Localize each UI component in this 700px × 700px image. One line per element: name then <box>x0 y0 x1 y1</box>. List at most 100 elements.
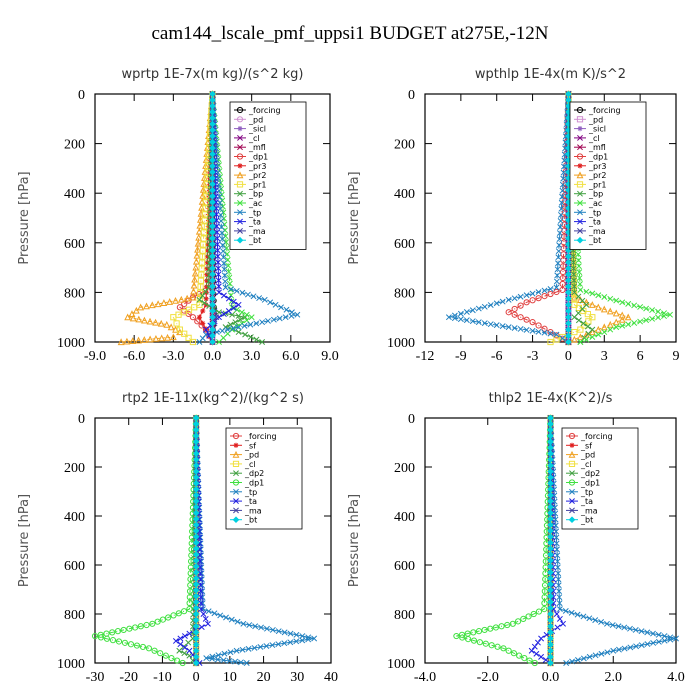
data-point <box>556 236 563 243</box>
data-point <box>557 224 564 230</box>
data-point <box>198 624 205 631</box>
legend: _forcing_pd_sicl_cl_mfl_dp1_pr3_pr2_pr1_… <box>229 101 307 250</box>
legend-label: _bp <box>588 190 603 199</box>
legend-marker <box>577 209 583 216</box>
data-point <box>293 631 300 638</box>
data-point <box>547 420 554 428</box>
data-point <box>216 289 222 296</box>
data-point <box>192 527 200 535</box>
data-point <box>203 187 210 194</box>
data-point <box>192 563 200 570</box>
data-point <box>541 287 548 294</box>
data-point <box>176 326 183 333</box>
panel-2: wpthlp 1E-4x(m K)/s^2 Pressure [hPa] -12 -9… <box>347 67 680 364</box>
data-point <box>206 205 212 212</box>
data-point <box>560 620 567 627</box>
data-point <box>547 629 554 636</box>
data-point <box>547 438 554 446</box>
data-point <box>216 339 222 345</box>
legend-marker <box>237 163 243 169</box>
data-point <box>253 336 260 343</box>
data-point <box>547 659 554 667</box>
legend-label: _pr2 <box>248 171 266 180</box>
data-point <box>192 420 200 428</box>
data-point <box>565 283 572 290</box>
data-point <box>170 314 177 321</box>
data-point <box>214 235 221 242</box>
legend-label: _forcing <box>244 432 277 441</box>
data-point <box>562 607 569 614</box>
legend-marker <box>237 134 243 141</box>
data-point <box>547 450 554 457</box>
legend-label: _sf <box>244 441 256 450</box>
y-tick-label: 800 <box>64 608 85 623</box>
legend-marker <box>236 236 244 244</box>
data-point <box>305 636 312 643</box>
data-point <box>251 644 258 651</box>
data-point <box>200 320 206 326</box>
data-point <box>197 588 204 595</box>
data-point <box>219 327 226 334</box>
data-point <box>132 306 140 314</box>
data-point <box>209 289 216 296</box>
data-point <box>553 288 560 296</box>
data-point <box>661 637 668 644</box>
data-point <box>547 610 554 618</box>
x-tick-label: 2.0 <box>605 670 623 685</box>
data-point <box>196 314 203 320</box>
data-point <box>627 625 633 632</box>
legend-label: _pr3 <box>248 162 266 171</box>
data-point <box>555 260 561 267</box>
legend-marker <box>576 153 584 160</box>
data-point <box>601 294 608 300</box>
x-tick-label: 20 <box>257 670 271 685</box>
data-point <box>120 626 127 634</box>
data-point <box>553 336 560 343</box>
legend-label: _sicl <box>588 125 606 134</box>
legend-label: _ta <box>588 218 601 227</box>
data-point <box>209 162 216 170</box>
data-point <box>209 253 216 260</box>
legend-label: _pr3 <box>588 162 606 171</box>
legend-label: _cl <box>580 460 592 469</box>
data-point <box>606 320 614 328</box>
data-point <box>547 539 554 547</box>
data-point <box>218 230 225 236</box>
legend-label: _dp1 <box>580 479 600 488</box>
data-point <box>160 299 168 306</box>
data-point <box>535 295 542 302</box>
data-point <box>481 626 488 634</box>
data-point <box>192 474 200 481</box>
data-point <box>538 653 545 660</box>
data-point <box>209 138 216 146</box>
data-point <box>192 629 200 636</box>
data-point <box>463 317 470 324</box>
data-point <box>554 272 561 279</box>
legend: _forcing_sf_pd_cl_dp2_dp1_tp_ta_ma_bt <box>225 427 303 530</box>
data-point <box>547 509 554 517</box>
data-point <box>311 635 318 642</box>
data-point <box>91 632 99 640</box>
data-point <box>547 563 554 570</box>
legend-label: _pd <box>588 115 603 124</box>
data-point <box>247 321 254 328</box>
data-point <box>565 338 572 346</box>
legend-marker <box>576 236 584 244</box>
data-point <box>232 658 239 665</box>
series-line <box>507 93 569 343</box>
legend-marker <box>233 498 239 505</box>
data-point <box>263 643 270 649</box>
x-tick-label: 6.0 <box>282 349 300 364</box>
data-point <box>187 570 194 577</box>
data-point <box>494 643 501 650</box>
data-point <box>517 302 524 309</box>
series-bt <box>565 90 572 346</box>
data-point <box>627 644 634 651</box>
data-point <box>588 328 596 336</box>
legend-marker <box>232 516 240 524</box>
data-point <box>197 289 204 296</box>
data-point <box>209 301 216 309</box>
data-point <box>547 647 554 655</box>
data-point <box>128 310 136 317</box>
